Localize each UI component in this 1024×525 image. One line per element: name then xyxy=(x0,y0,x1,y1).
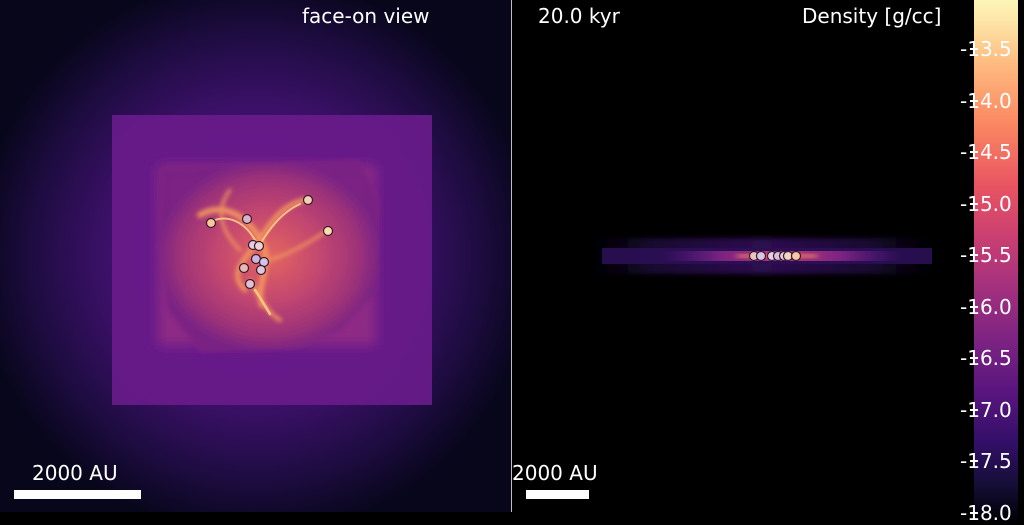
time-label: 20.0 kyr xyxy=(538,4,620,28)
colorbar-tick-label: -17.0 xyxy=(960,397,1012,422)
edge-on-scalebar xyxy=(526,490,589,499)
face-on-scalebar-label: 2000 AU xyxy=(32,461,118,485)
edge-on-density-image xyxy=(572,238,952,274)
colorbar-tick-mark xyxy=(970,99,978,102)
colorbar-tick-label: -16.5 xyxy=(960,346,1012,370)
face-on-sink-particles xyxy=(205,194,334,290)
density-colorbar: -13.5 -14.0 -14.5 -15.0 -15.5 -16.0 -16.5 -17.0… xyxy=(960,0,1024,523)
face-on-view-title: face-on view xyxy=(302,4,430,28)
colorbar-tick-mark xyxy=(970,151,978,153)
face-on-density-image xyxy=(0,0,511,512)
face-on-panel: face-on view 2000 AU xyxy=(0,0,511,512)
edge-on-panel: 20.0 kyr Density [g/cc] 2000 AU xyxy=(512,0,974,512)
colorbar-tick-label: -15.5 xyxy=(960,243,1012,267)
colorbar-tick-mark xyxy=(970,254,978,256)
colorbar-tick-mark xyxy=(970,460,978,462)
panel-divider xyxy=(511,0,512,512)
colorbar-gradient xyxy=(974,0,1018,522)
colorbar-tick-label: -18.0 xyxy=(960,500,1012,525)
colorbar-tick-label: -16.0 xyxy=(960,294,1012,319)
colorbar-tick-mark xyxy=(970,48,978,50)
colorbar-tick-mark xyxy=(970,357,978,359)
colorbar-tick-label: -14.5 xyxy=(960,140,1012,164)
colorbar-tick-label: -15.0 xyxy=(960,191,1012,216)
edge-on-sink-particles xyxy=(748,250,802,262)
face-on-scalebar xyxy=(14,490,141,499)
colorbar-tick-mark xyxy=(970,305,978,308)
colorbar-tick-label: -13.5 xyxy=(960,37,1012,61)
colorbar-tick-label: -17.5 xyxy=(960,449,1012,473)
colorbar-tick-mark xyxy=(970,202,978,205)
colorbar-title: Density [g/cc] xyxy=(802,4,942,28)
edge-on-scalebar-label: 2000 AU xyxy=(512,461,598,485)
colorbar-tick-label: -14.0 xyxy=(960,88,1012,113)
colorbar-tick-mark xyxy=(970,408,978,411)
